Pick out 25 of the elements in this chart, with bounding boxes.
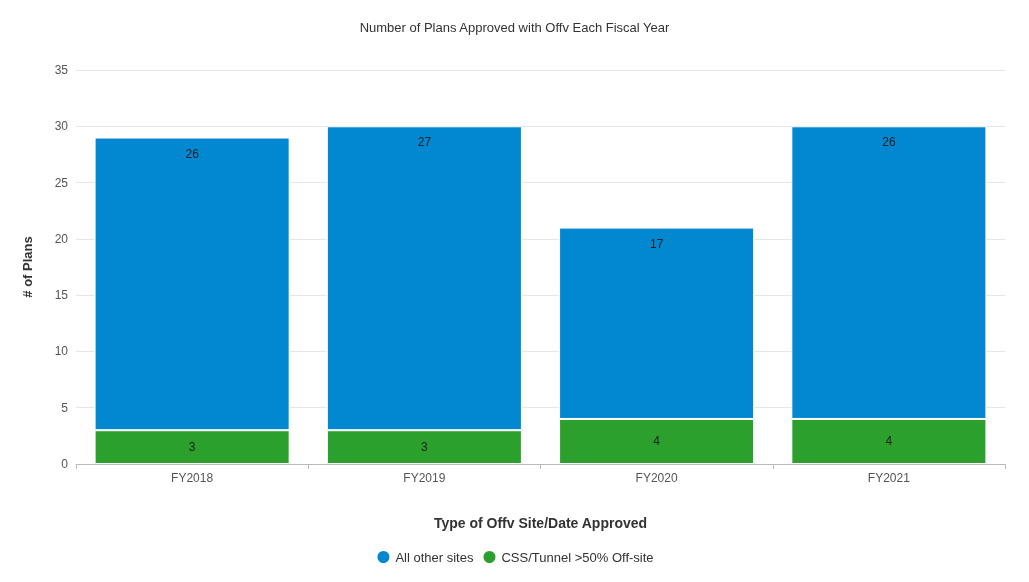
x-tick-label: FY2020 <box>635 471 678 485</box>
y-tick-label: 35 <box>54 63 69 77</box>
y-tick-label: 25 <box>54 175 69 190</box>
y-tick-label: 0 <box>61 457 69 471</box>
y-tick-label: 30 <box>54 119 69 134</box>
y-axis-title: # of Plans <box>20 236 35 298</box>
data-label: 26 <box>882 135 896 150</box>
x-tick-label: FY2019 <box>403 471 446 485</box>
x-axis-title: Type of Offv Site/Date Approved <box>433 515 648 531</box>
legend-label: CSS/Tunnel >50% Off-site <box>501 549 654 565</box>
data-label: 27 <box>417 135 432 150</box>
data-label: 4 <box>653 434 661 449</box>
data-label: 4 <box>885 434 893 449</box>
chart-title: Number of Plans Approved with Offv Each Fiscal Year <box>359 20 671 35</box>
x-tick-label: FY2018 <box>171 471 214 485</box>
data-label: 3 <box>421 440 429 455</box>
y-tick-label: 10 <box>54 344 69 359</box>
y-tick-label: 20 <box>54 231 69 246</box>
x-tick-label: FY2021 <box>867 471 911 485</box>
data-label: 3 <box>188 440 196 455</box>
data-label: 26 <box>185 146 200 161</box>
y-tick-label: 15 <box>54 288 69 303</box>
legend-label: All other sites <box>395 549 474 565</box>
data-label: 17 <box>649 236 664 251</box>
y-tick-label: 5 <box>61 400 69 415</box>
